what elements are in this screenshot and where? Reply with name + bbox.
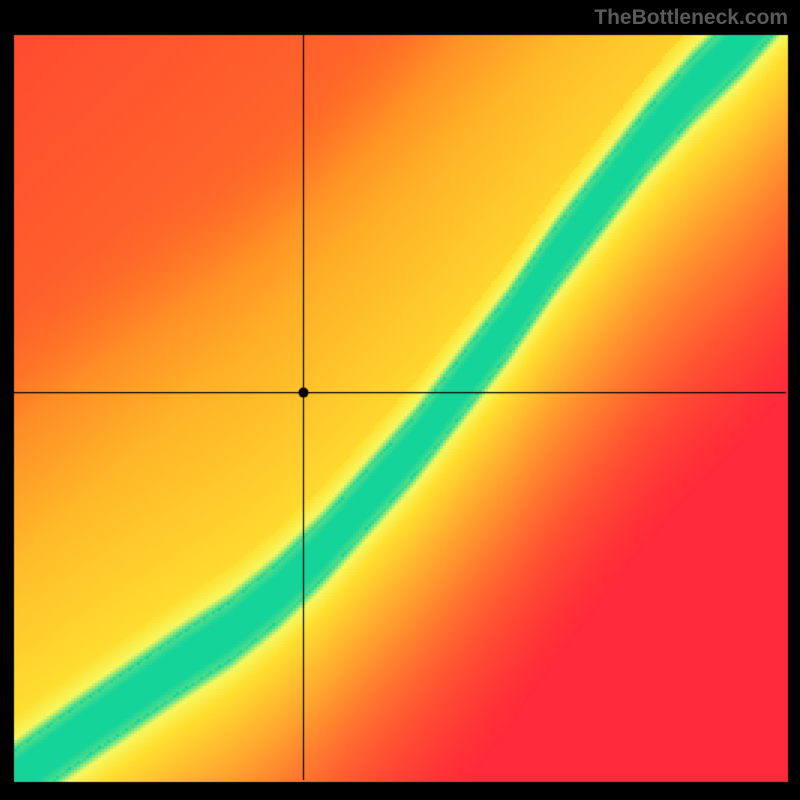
heatmap-canvas — [0, 0, 800, 800]
chart-container: TheBottleneck.com — [0, 0, 800, 800]
watermark-text: TheBottleneck.com — [594, 6, 788, 30]
